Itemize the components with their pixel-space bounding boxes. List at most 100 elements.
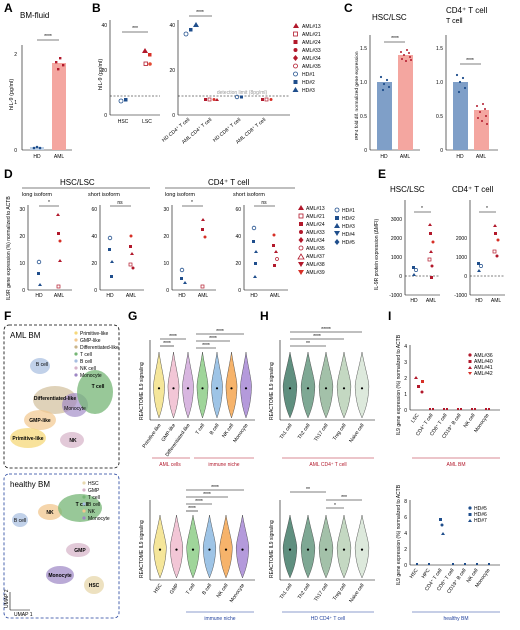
- panel-i-bottom-cat-1: HPC: [421, 567, 432, 579]
- panel-h-bottom-cat-1: Th2 cell: [297, 583, 312, 601]
- panel-g-bottom-violin-5: [236, 514, 249, 579]
- panel-a-points-aml: [55, 57, 65, 71]
- panel-d-legend-12: HD#4: [342, 232, 355, 238]
- panel-d-sub-short-right: 0 20 40 60: [235, 205, 288, 294]
- panel-b-detection-label: detection limit (8pg/ml): [217, 90, 268, 96]
- panel-g-top-cat-0: Primitive-like: [141, 423, 162, 450]
- panel-i-btick-4: 8: [404, 499, 407, 505]
- panel-e-cat-0a: HD: [410, 298, 418, 304]
- panel-h-top-median-1: [306, 387, 310, 390]
- panel-g-top-violin-4: [211, 351, 223, 419]
- panel-d-cat-0b: AML: [54, 293, 65, 299]
- panel-h-bottom-cat-4: Naive cell: [348, 583, 365, 604]
- panel-h-top-violin-2: [318, 351, 334, 419]
- panel-g-top-median-2: [186, 387, 190, 390]
- panel-h-ylabel-top: REACTOME IL9 signaling: [269, 362, 275, 420]
- panel-h-ylabel-bottom: REACTOME IL9 signaling: [269, 520, 275, 578]
- panel-h-top-sig-lines: [290, 331, 362, 347]
- panel-d-cat-1a: HD: [106, 293, 114, 299]
- panel-h-bottom-cats: Th1 cell Th2 cell Th17 cell Treg cell Naive …: [279, 583, 366, 604]
- panel-g-bottom-median-2: [191, 548, 195, 551]
- panel-d-sub-short-left: 0 20 40 60: [91, 205, 144, 294]
- panel-e-title-right: CD4⁺ T cell: [452, 185, 493, 194]
- panel-c-rtick-0: 0: [440, 148, 443, 154]
- panel-i-top-cat-4: NK cell: [463, 413, 477, 429]
- panel-f-xlabel: UMAP 1: [14, 612, 33, 618]
- panel-h-top-cat-3: Treg cell: [332, 423, 348, 442]
- panel-h-top-violin-4: [354, 351, 370, 419]
- panel-g-ylabel-top: REACTOME IL9 signaling: [139, 362, 145, 420]
- panel-f-bottom-title: healthy BM: [10, 480, 50, 489]
- panel-i: I IL9 gene expression (%) normalized to …: [388, 309, 500, 622]
- panel-g-bsig-3: ****: [188, 506, 196, 512]
- panel-d-sub-2: long isoform: [165, 192, 195, 198]
- panel-c-cat-hd: HD: [380, 154, 388, 160]
- panel-g-top-median-4: [215, 387, 219, 390]
- panel-h-top-cat-4: Naive cell: [348, 423, 365, 444]
- panel-h-tsig-0: **: [306, 341, 310, 347]
- panel-c-title-left: HSC/LSC: [372, 13, 407, 22]
- panel-h-top-median-4: [360, 387, 364, 390]
- panel-i-btick-1: 2: [404, 547, 407, 553]
- panel-f: F AML BM B cell Differentiated-like Mono…: [3, 309, 120, 619]
- panel-h-bottom-median-2: [324, 548, 328, 551]
- panel-g-bottom-median-5: [241, 548, 244, 551]
- panel-e-cat-1a: HD: [475, 298, 483, 304]
- panel-d-group-left: HSC/LSC: [60, 178, 95, 187]
- panel-d-legend-8: AML#39: [306, 270, 325, 276]
- panel-g-bottom-median-0: [158, 548, 162, 551]
- panel-g-top-cat-4: B cell: [209, 423, 221, 436]
- panel-e-tick-2: 1000: [391, 255, 402, 261]
- panel-g-sig-4: ****: [202, 343, 210, 349]
- panel-g-top-cat-6: Monocyte: [232, 423, 249, 444]
- panel-g-top-median-5: [230, 387, 233, 390]
- panel-h: H REACTOME IL9 signaling ** **** ***** T…: [260, 309, 375, 622]
- panel-d-sig-1: ns: [117, 200, 123, 206]
- panel-h-bottom-violin-0: [282, 514, 298, 579]
- panel-i-blegend-0: HD#5: [474, 506, 487, 512]
- panel-h-letter: H: [260, 309, 269, 323]
- panel-i-bottom-caption: healthy BM: [443, 616, 468, 622]
- panel-i-tlegend-2: AML#41: [474, 365, 493, 371]
- panel-h-top-median-3: [342, 387, 346, 390]
- panel-c-rtick-2: 1.0: [436, 80, 443, 86]
- panel-a-bar-hd: [30, 147, 44, 150]
- panel-d-sig-3: ns: [261, 200, 267, 206]
- panel-i-blegend-1: HD#6: [474, 512, 487, 518]
- panel-f-ylabel: UMAP 2: [4, 589, 10, 608]
- panel-e-left-axes: [404, 200, 440, 296]
- panel-a-sig: ****: [44, 34, 52, 40]
- panel-d-sig-2: *: [191, 200, 193, 206]
- panel-f-top-cluster-4: GMP-like: [29, 418, 51, 424]
- panel-e-left-points: [412, 211, 435, 279]
- panel-d-sub-long-right: 0 10 20 30: [163, 205, 216, 294]
- panel-d-sub-long-left: 0 10 20 30: [19, 205, 72, 294]
- panel-d: D HSC/LSC CD4⁺ T cell long isoform short…: [4, 167, 355, 300]
- panel-g-ylabel-bottom: REACTOME IL9 signaling: [139, 520, 145, 578]
- panel-c-title-right-2: T cell: [446, 18, 463, 25]
- panel-h-top-median-0: [288, 387, 292, 390]
- panel-f-top-cluster-5: Primitive-like: [12, 436, 43, 442]
- panel-h-bottom-violin-3: [336, 514, 352, 579]
- panel-b-legend-7: HD#2: [302, 80, 315, 86]
- panel-d-cat-3b: AML: [270, 293, 281, 299]
- panel-d-sig-0: *: [48, 200, 50, 206]
- panel-e-cat-0b: AML: [426, 298, 437, 304]
- panel-f-top-legend-4: B cell: [80, 359, 92, 365]
- panel-f-letter: F: [4, 309, 11, 323]
- panel-h-bsig-2: *: [334, 503, 336, 509]
- panel-f-bottom-cluster-5: HSC: [89, 583, 100, 589]
- panel-f-top-legend-0: Primitive-like: [80, 331, 109, 337]
- panel-f-top-cluster-1: Differentiated-like: [34, 396, 76, 402]
- panel-a-cat-hd: HD: [33, 154, 41, 160]
- panel-h-top-median-2: [324, 387, 328, 390]
- panel-g-top-sigs: [160, 333, 244, 349]
- panel-b-sig-left: ***: [132, 26, 138, 32]
- panel-h-top-cats: Th1 cell Th2 cell Th17 cell Treg cell Naive …: [279, 423, 366, 444]
- panel-h-bottom-median-3: [342, 548, 346, 551]
- panel-i-top-legend: AML#36 AML#40 AML#41 AML#42: [468, 353, 493, 377]
- panel-c-bar-aml: [398, 55, 413, 150]
- panel-d-cat-0a: HD: [35, 293, 43, 299]
